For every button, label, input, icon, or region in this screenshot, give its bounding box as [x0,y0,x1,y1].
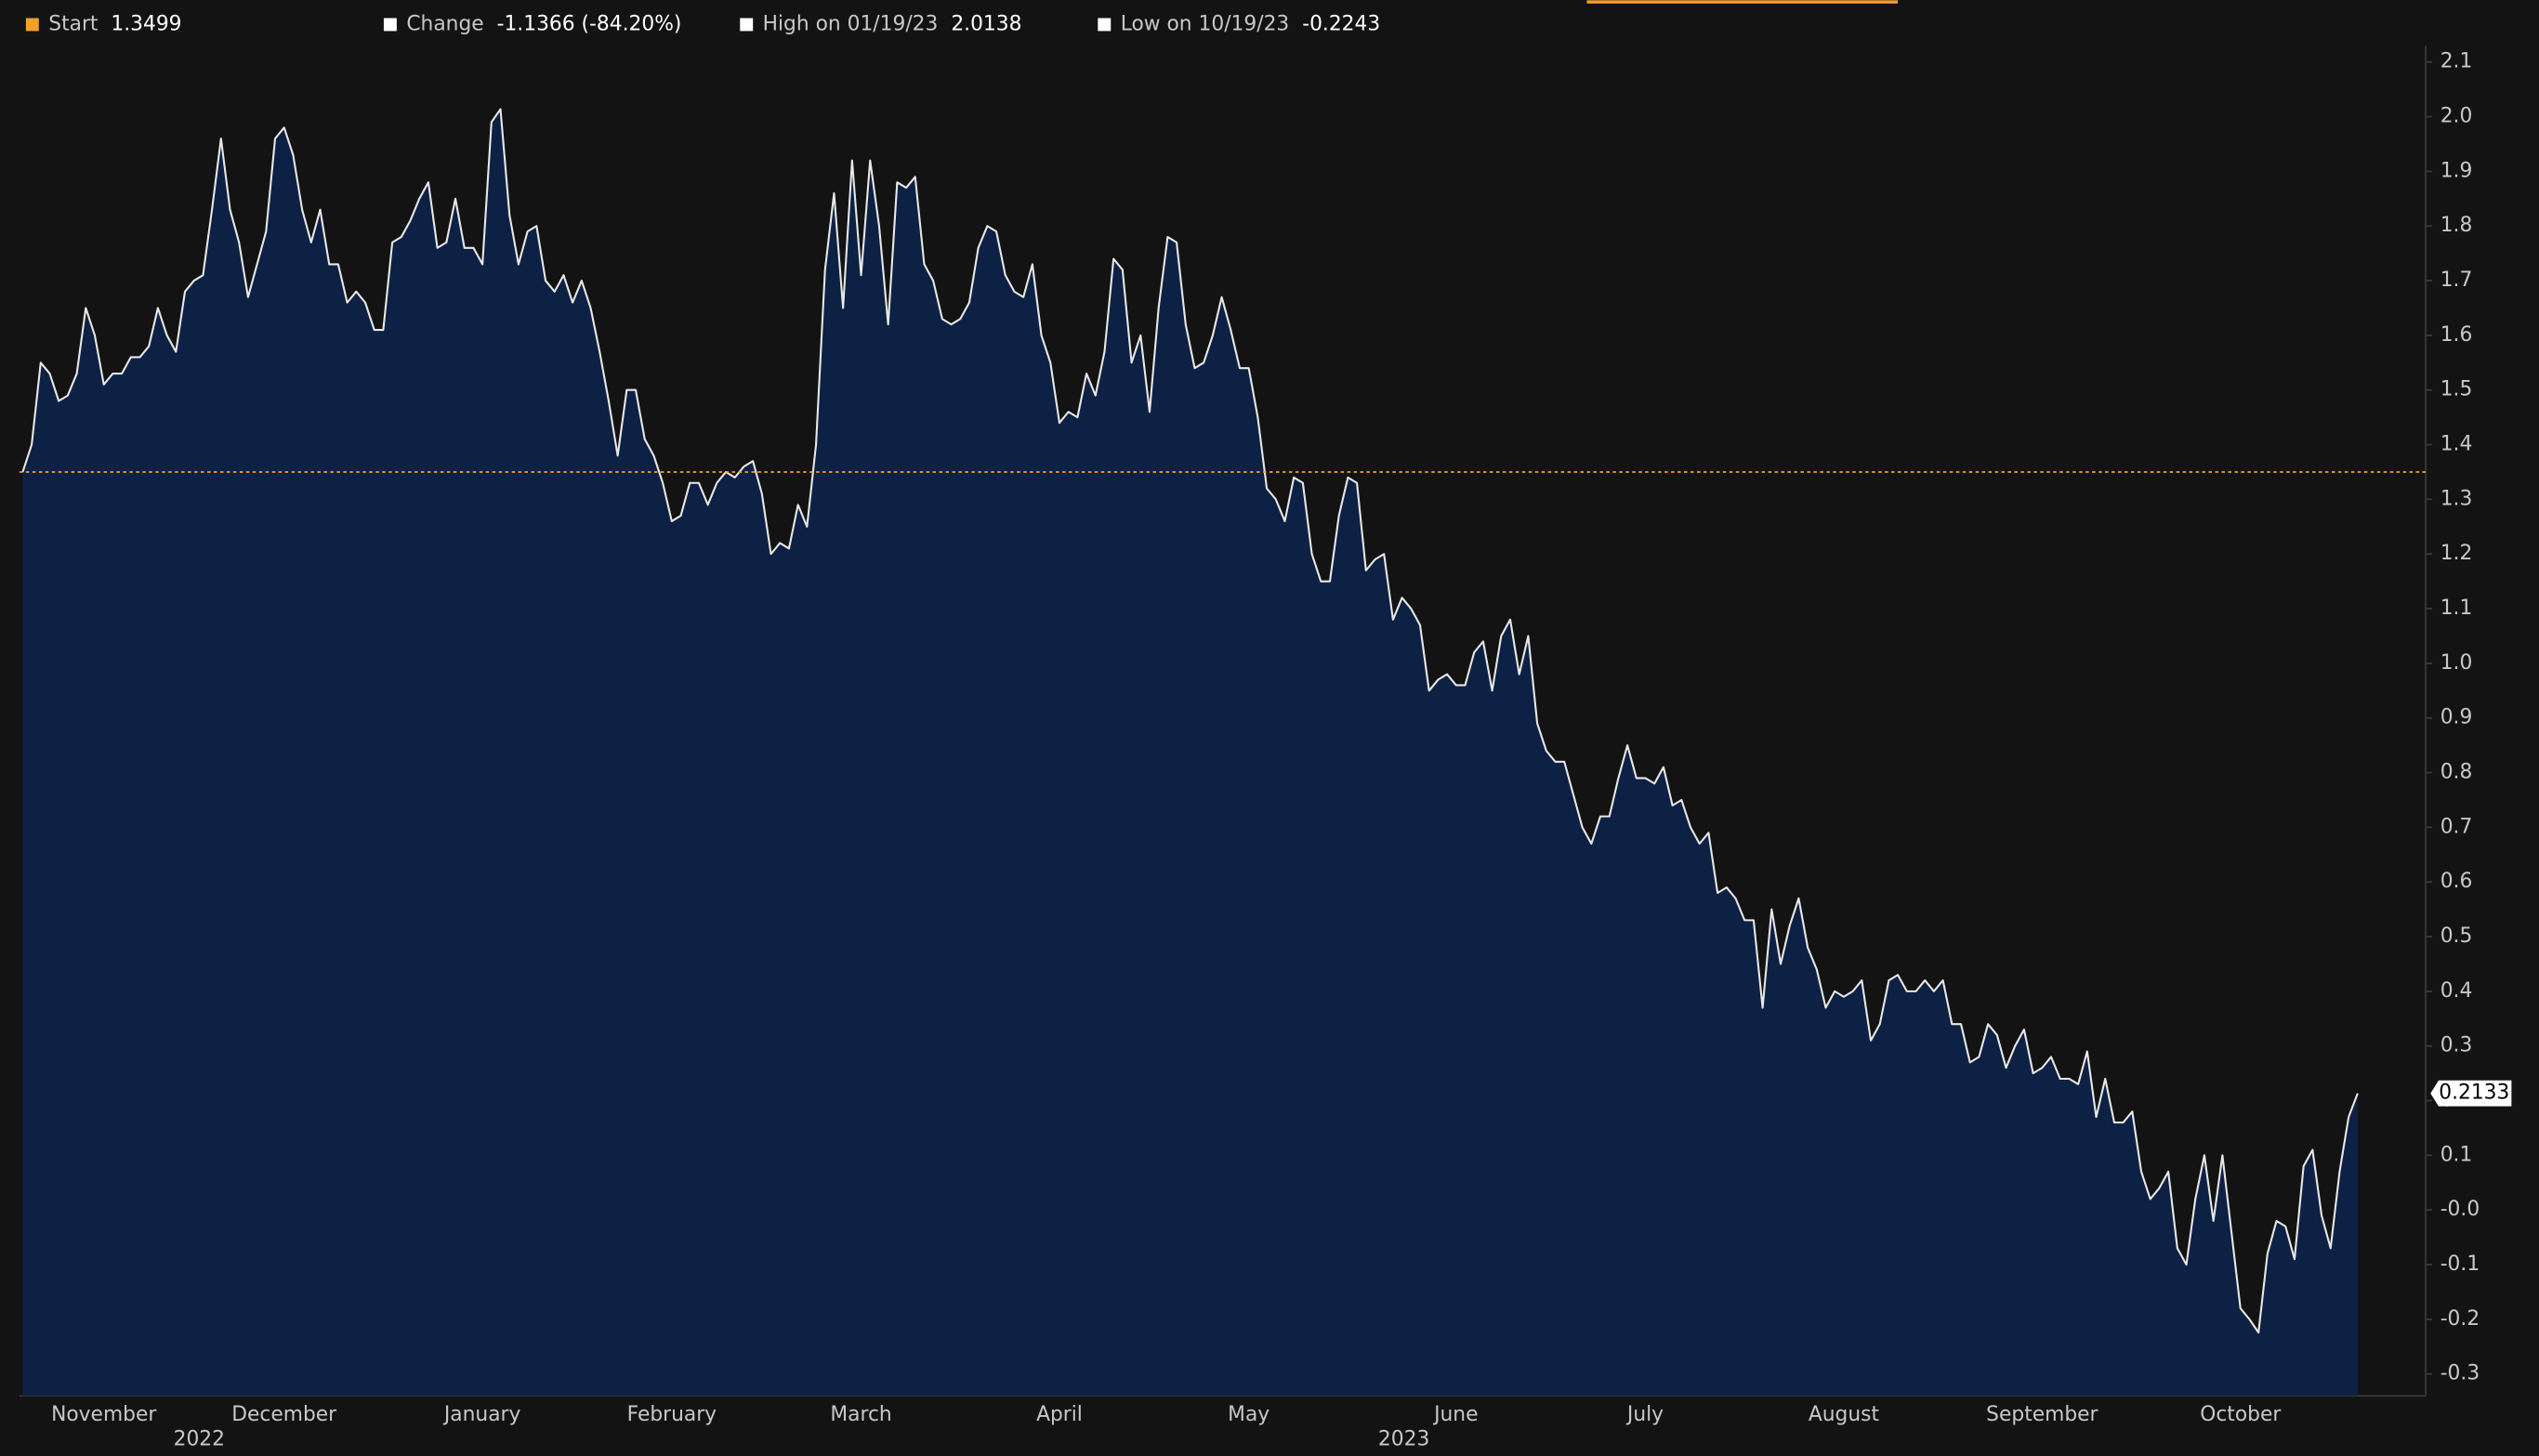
legend-swatch [25,18,39,32]
line [21,108,2359,1334]
y-tick-label: -0.0 [2440,1198,2480,1221]
year-label: 2022 [174,1427,225,1450]
x-tick-label: February [627,1403,717,1426]
stat-value: 1.3499 [111,12,181,35]
stat-label: Start [48,12,99,35]
x-tick-label: October [2200,1403,2281,1426]
last-value-tag [2430,1080,2512,1107]
x-tick-label: July [1625,1403,1664,1426]
y-tick-label: 1.1 [2440,597,2473,620]
x-tick-label: April [1036,1403,1083,1426]
x-tick-label: December [231,1403,336,1426]
x-tick-label: March [830,1403,891,1426]
stat-value: 2.0138 [951,12,1021,35]
y-tick-label: 0.1 [2440,1143,2473,1166]
y-tick-label: 0.3 [2440,1034,2473,1057]
stat-label: Change [406,12,483,35]
x-tick-label: May [1228,1403,1270,1426]
stat-value: -1.1366 (-84.20%) [497,12,682,35]
y-tick-label: 0.4 [2440,979,2473,1003]
y-tick-label: 1.2 [2440,542,2473,565]
y-tick-label: 2.1 [2440,50,2473,73]
y-tick-label: 1.6 [2440,323,2473,347]
year-label: 2023 [1378,1427,1429,1450]
y-tick-label: 0.9 [2440,706,2473,729]
x-tick-label: August [1809,1403,1880,1426]
y-tick-label: 2.0 [2440,105,2473,128]
y-tick-label: 0.8 [2440,761,2473,784]
y-tick-label: 0.5 [2440,925,2473,948]
y-tick-label: 1.5 [2440,378,2473,401]
y-tick-label: 1.9 [2440,159,2473,182]
legend-swatch [740,18,754,32]
y-tick-label: 1.4 [2440,433,2473,456]
y-tick-label: -0.2 [2440,1307,2480,1331]
y-tick-label: -0.3 [2440,1362,2480,1385]
y-tick-label: 0.7 [2440,815,2473,838]
y-tick-label: -0.1 [2440,1253,2480,1276]
x-tick-label: January [442,1403,521,1426]
last-value-label: 0.2133 [2439,1082,2509,1105]
y-tick-label: 1.0 [2440,651,2473,675]
area [22,109,2358,1397]
legend-swatch [1098,18,1112,32]
legend-swatch [383,18,397,32]
y-tick-label: 0.6 [2440,870,2473,893]
x-tick-label: November [51,1403,156,1426]
stat-label: Low on 10/19/23 [1121,12,1290,35]
y-tick-label: 1.8 [2440,214,2473,237]
y-tick-label: 1.7 [2440,269,2473,292]
x-tick-label: September [1986,1403,2098,1426]
x-tick-label: June [1432,1403,1478,1426]
y-tick-label: 1.3 [2440,487,2473,510]
stat-label: High on 01/19/23 [763,12,939,35]
stat-value: -0.2243 [1302,12,1380,35]
tab-highlight [1586,0,1899,4]
